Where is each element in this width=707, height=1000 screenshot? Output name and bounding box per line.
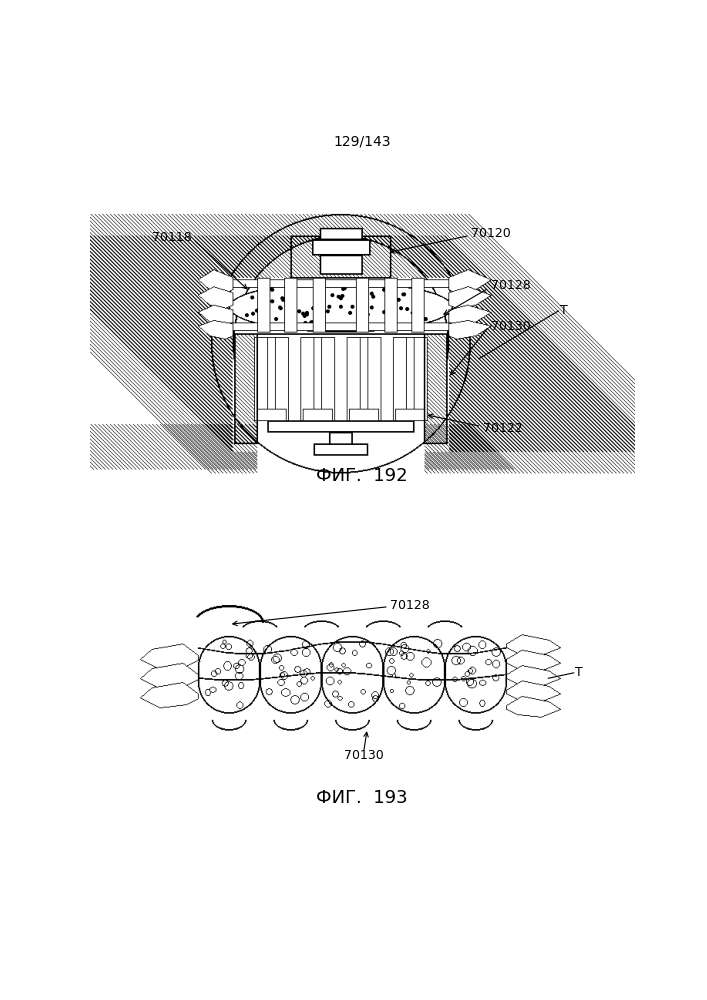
Text: 70128: 70128 (491, 279, 530, 292)
Text: 70130: 70130 (344, 749, 384, 762)
Text: ФИГ.  193: ФИГ. 193 (316, 789, 408, 807)
Text: 70128: 70128 (390, 599, 430, 612)
Text: 70130: 70130 (491, 320, 530, 333)
Text: 129/143: 129/143 (333, 135, 391, 149)
Text: 70122: 70122 (483, 422, 522, 434)
Text: 70118: 70118 (152, 231, 192, 244)
Text: ФИГ.  192: ФИГ. 192 (316, 467, 408, 485)
Text: 70120: 70120 (472, 227, 511, 240)
Text: T: T (560, 304, 568, 317)
Text: T: T (575, 666, 583, 679)
